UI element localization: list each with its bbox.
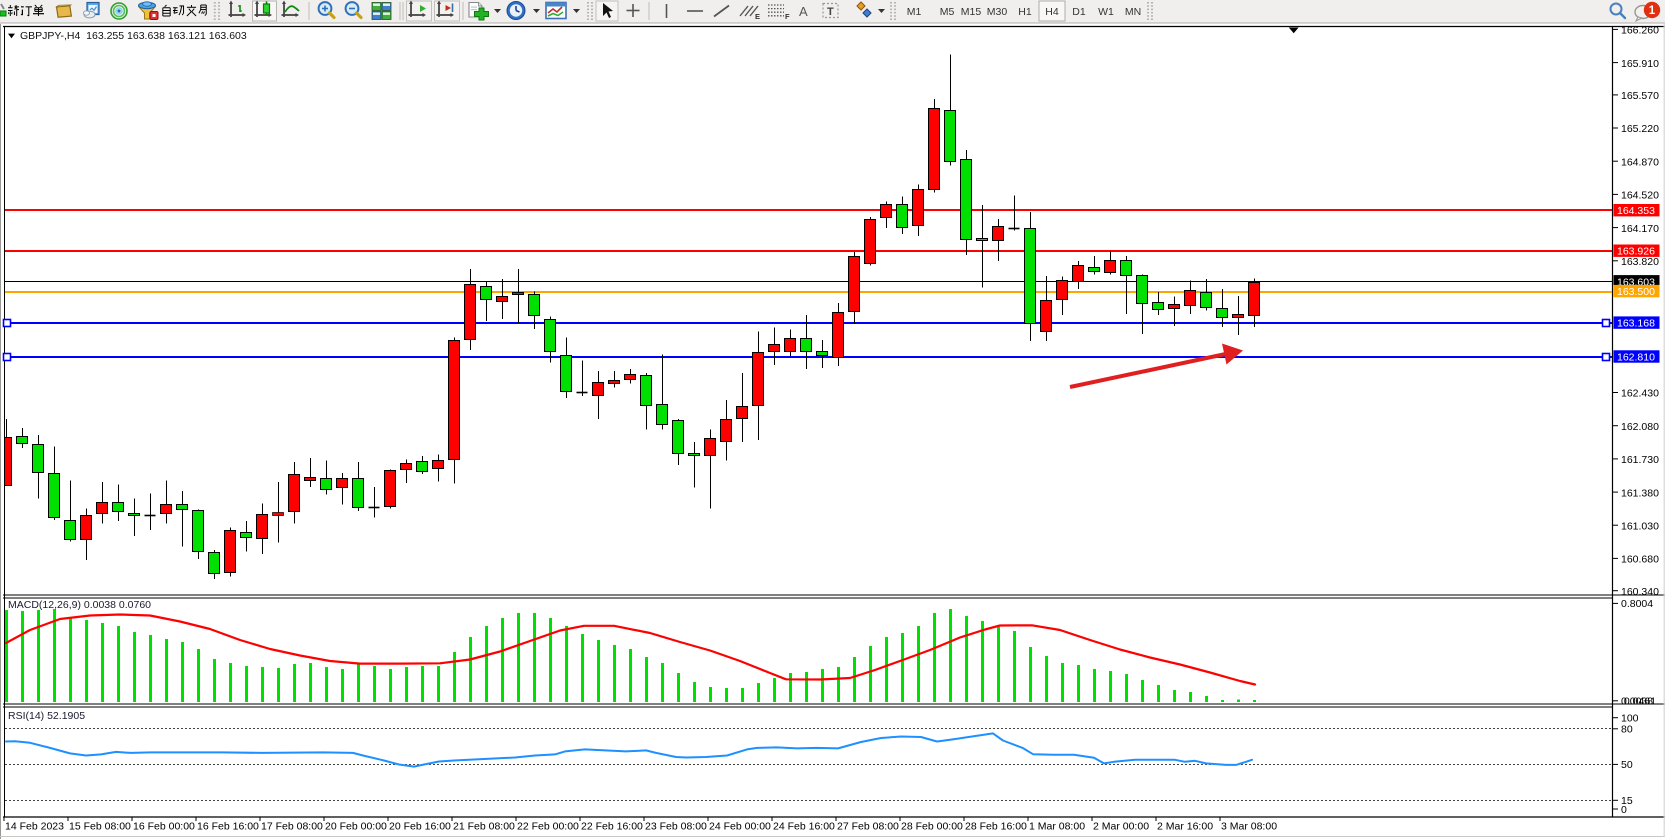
svg-text:165.220: 165.220: [1621, 123, 1659, 135]
svg-text:M5: M5: [940, 6, 955, 18]
svg-text:GBPJPY-,H4 163.255 163.638 16: GBPJPY-,H4 163.255 163.638 163.121 163.6…: [20, 30, 247, 42]
svg-text:161.380: 161.380: [1621, 487, 1659, 499]
svg-text:163.820: 163.820: [1621, 256, 1659, 268]
svg-text:160.340: 160.340: [1621, 586, 1659, 598]
svg-text:2 Mar 00:00: 2 Mar 00:00: [1093, 821, 1149, 833]
svg-text:T: T: [827, 6, 834, 18]
svg-text:50: 50: [1621, 759, 1633, 771]
svg-text:80: 80: [1621, 724, 1633, 736]
svg-text:1: 1: [1649, 5, 1656, 17]
svg-text:16 Feb 00:00: 16 Feb 00:00: [133, 821, 195, 833]
svg-text:24 Feb 16:00: 24 Feb 16:00: [773, 821, 835, 833]
svg-text:15: 15: [1621, 795, 1633, 807]
svg-text:163.926: 163.926: [1617, 246, 1655, 258]
svg-text:E: E: [755, 12, 760, 21]
svg-text:161.730: 161.730: [1621, 454, 1659, 466]
svg-text:D1: D1: [1072, 6, 1086, 18]
svg-text:14 Feb 2023: 14 Feb 2023: [5, 821, 64, 833]
svg-text:160.680: 160.680: [1621, 554, 1659, 566]
svg-text:28 Feb 00:00: 28 Feb 00:00: [901, 821, 963, 833]
svg-text:16 Feb 16:00: 16 Feb 16:00: [197, 821, 259, 833]
svg-text:161.030: 161.030: [1621, 520, 1659, 532]
svg-text:22 Feb 16:00: 22 Feb 16:00: [581, 821, 643, 833]
svg-text:0.0461: 0.0461: [1621, 695, 1656, 707]
svg-text:MN: MN: [1125, 6, 1141, 18]
svg-text:162.810: 162.810: [1617, 352, 1655, 364]
svg-text:27 Feb 08:00: 27 Feb 08:00: [837, 821, 899, 833]
svg-text:162.430: 162.430: [1621, 388, 1659, 400]
svg-text:164.520: 164.520: [1621, 190, 1659, 202]
svg-text:M1: M1: [907, 6, 922, 18]
svg-text:0: 0: [1621, 804, 1627, 816]
svg-text:28 Feb 16:00: 28 Feb 16:00: [965, 821, 1027, 833]
svg-text:21 Feb 08:00: 21 Feb 08:00: [453, 821, 515, 833]
svg-text:3 Mar 08:00: 3 Mar 08:00: [1221, 821, 1277, 833]
svg-text:A: A: [799, 4, 808, 19]
svg-text:15 Feb 08:00: 15 Feb 08:00: [69, 821, 131, 833]
svg-text:164.353: 164.353: [1617, 205, 1655, 217]
svg-text:23 Feb 08:00: 23 Feb 08:00: [645, 821, 707, 833]
svg-text:H4: H4: [1045, 6, 1059, 18]
svg-text:100: 100: [1621, 713, 1639, 725]
svg-text:1 Mar 08:00: 1 Mar 08:00: [1029, 821, 1085, 833]
svg-text:164.170: 164.170: [1621, 223, 1659, 235]
svg-text:166.260: 166.260: [1621, 25, 1659, 37]
svg-text:164.870: 164.870: [1621, 156, 1659, 168]
svg-text:22 Feb 00:00: 22 Feb 00:00: [517, 821, 579, 833]
svg-text:0.8004: 0.8004: [1621, 598, 1653, 610]
svg-text:F: F: [785, 12, 790, 21]
svg-text:163.168: 163.168: [1617, 318, 1655, 330]
svg-text:H1: H1: [1018, 6, 1032, 18]
svg-text:162.080: 162.080: [1621, 421, 1659, 433]
svg-text:W1: W1: [1098, 6, 1114, 18]
svg-text:165.910: 165.910: [1621, 58, 1659, 70]
svg-text:M15: M15: [961, 6, 982, 18]
svg-text:MACD(12,26,9) 0.0038 0.0760: MACD(12,26,9) 0.0038 0.0760: [8, 599, 151, 611]
svg-text:20 Feb 00:00: 20 Feb 00:00: [325, 821, 387, 833]
svg-text:163.500: 163.500: [1617, 286, 1655, 298]
svg-text:RSI(14) 52.1905: RSI(14) 52.1905: [8, 710, 85, 722]
svg-text:2 Mar 16:00: 2 Mar 16:00: [1157, 821, 1213, 833]
svg-text:24 Feb 00:00: 24 Feb 00:00: [709, 821, 771, 833]
svg-text:M30: M30: [987, 6, 1008, 18]
svg-text:20 Feb 16:00: 20 Feb 16:00: [389, 821, 451, 833]
svg-text:17 Feb 08:00: 17 Feb 08:00: [261, 821, 323, 833]
svg-text:165.570: 165.570: [1621, 90, 1659, 102]
svg-text:0.0038: 0.0038: [1621, 695, 1653, 707]
